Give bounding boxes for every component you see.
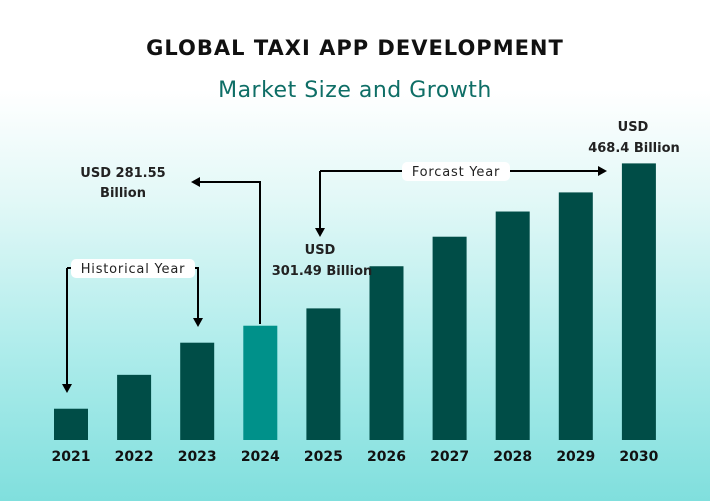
historical-arrows — [66, 170, 598, 384]
x-tick-2021: 2021 — [52, 449, 91, 465]
forecast-year-label: Forcast Year — [412, 165, 500, 180]
label-2024-line2: Billion — [100, 186, 146, 201]
x-tick-2030: 2030 — [619, 449, 658, 465]
x-tick-2029: 2029 — [556, 449, 595, 465]
label-2025-line2: 301.49 Billion — [272, 264, 373, 279]
bar-2030 — [621, 163, 656, 440]
chart-subtitle: Market Size and Growth — [218, 78, 492, 103]
arrowheads — [62, 166, 607, 393]
bar-2025 — [306, 308, 341, 440]
label-2024-line1: USD 281.55 — [80, 166, 165, 181]
bar-2027 — [432, 236, 467, 440]
bar-2021 — [54, 408, 88, 440]
x-tick-2027: 2027 — [430, 449, 469, 465]
forecast-tag-bg — [402, 162, 510, 181]
x-tick-2025: 2025 — [304, 449, 343, 465]
x-tick-2026: 2026 — [367, 449, 406, 465]
label-2025-line1: USD — [305, 243, 336, 258]
bar-2029 — [558, 192, 593, 440]
chart-title: GLOBAL TAXI APP DEVELOPMENT — [146, 36, 564, 60]
bar-2026 — [369, 266, 404, 440]
label-2030-line1: USD — [618, 120, 649, 135]
label-2030-line2: 468.4 Billion — [588, 141, 680, 156]
x-tick-2022: 2022 — [115, 449, 154, 465]
x-tick-2023: 2023 — [178, 449, 217, 465]
historical-year-label: Historical Year — [81, 262, 186, 277]
bar-2024 — [243, 325, 278, 440]
x-tick-2028: 2028 — [493, 449, 532, 465]
bar-2022 — [117, 374, 152, 440]
bar-2023 — [180, 342, 215, 440]
x-tick-2024: 2024 — [241, 449, 280, 465]
bar-2028 — [495, 211, 530, 440]
historical-tag-bg — [71, 259, 195, 278]
